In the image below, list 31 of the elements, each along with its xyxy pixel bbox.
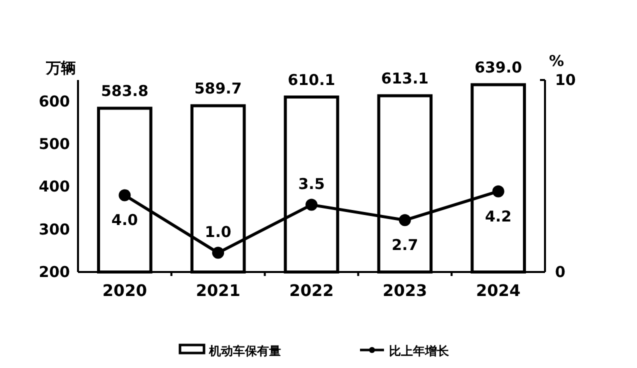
y2-tick-label: 10	[555, 71, 576, 89]
point	[118, 189, 131, 202]
y-tick-label: 600	[38, 92, 70, 110]
data-label: 610.1	[288, 71, 336, 90]
x-tick-label: 2021	[196, 281, 240, 300]
x-tick-label: 2024	[476, 281, 521, 300]
data-label: 613.1	[381, 70, 429, 88]
point	[306, 198, 318, 211]
y2-tick-label: 0	[555, 263, 566, 281]
data-label: 1.0	[204, 222, 232, 241]
y-tick-label: 300	[38, 220, 70, 238]
legend-label: 机动车保有量	[208, 344, 281, 358]
data-label: 4.2	[485, 207, 512, 226]
x-tick-label: 2023	[382, 281, 428, 300]
data-label: 639.0	[474, 58, 522, 77]
point	[398, 214, 411, 226]
y2-axis-title: %	[549, 52, 564, 70]
data-label: 4.0	[111, 211, 138, 230]
y-tick-label: 400	[38, 178, 70, 196]
legend-label: 比上年增长	[389, 344, 450, 358]
y-tick-label: 500	[38, 135, 70, 153]
y-axis-title: 万辆	[45, 59, 76, 77]
data-label: 589.7	[194, 80, 242, 98]
data-label: 583.8	[100, 82, 148, 100]
data-label: 3.5	[298, 174, 325, 193]
point	[492, 185, 504, 198]
data-label: 2.7	[392, 236, 418, 254]
x-tick-label: 2022	[289, 281, 334, 300]
y-tick-label: 200	[38, 263, 70, 281]
x-tick-label: 2020	[102, 281, 147, 300]
point	[212, 246, 224, 259]
